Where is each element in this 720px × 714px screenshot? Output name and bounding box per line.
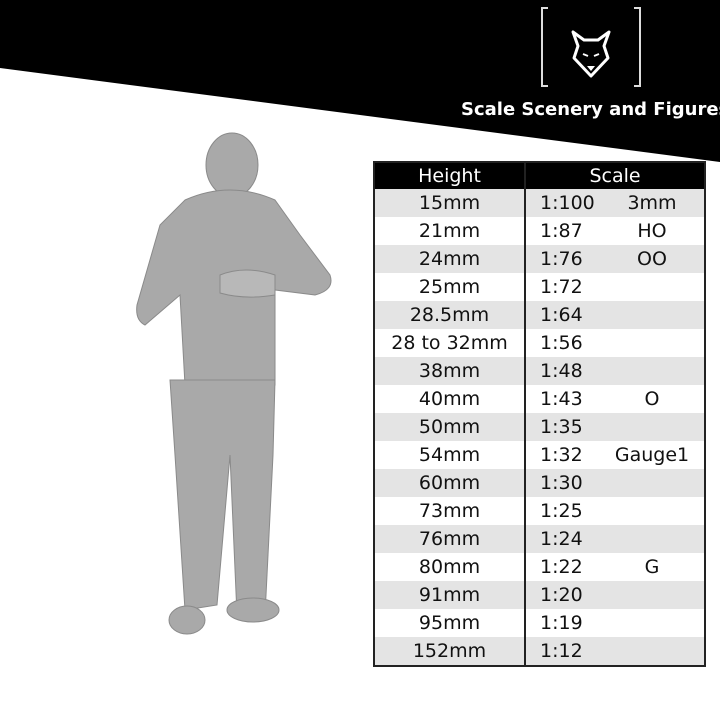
wolf-head-icon [541, 7, 641, 87]
height-cell: 152mm [374, 637, 526, 666]
scale-ratio: 1:19 [540, 612, 583, 634]
gauge-name: G [644, 556, 660, 578]
scale-cell: 1:87 HO [525, 217, 705, 245]
height-cell: 54mm [374, 441, 526, 469]
scale-cell: 1:48 [525, 357, 705, 385]
table-row: 50mm 1:35 [374, 413, 705, 441]
table-row: 40mm 1:43 O [374, 385, 705, 413]
table-row: 38mm 1:48 [374, 357, 705, 385]
scale-cell: 1:24 [525, 525, 705, 553]
gauge-name [612, 640, 692, 662]
scale-cell: 1:72 [525, 273, 705, 301]
scale-cell: 1:12 [525, 637, 705, 666]
gauge-name [612, 500, 692, 522]
scale-ratio: 1:43 [540, 388, 583, 410]
scale-ratio: 1:64 [540, 304, 583, 326]
scale-ratio: 1:35 [540, 416, 583, 438]
scale-cell: 1:19 [525, 609, 705, 637]
figure-model-image [136, 132, 332, 635]
height-cell: 60mm [374, 469, 526, 497]
height-cell: 15mm [374, 189, 526, 217]
scale-cell: 1:20 [525, 581, 705, 609]
gauge-name: Gauge1 [614, 444, 690, 466]
height-cell: 95mm [374, 609, 526, 637]
scale-cell: 1:43 O [525, 385, 705, 413]
gauge-name [612, 416, 692, 438]
scale-cell: 1:56 [525, 329, 705, 357]
scale-ratio: 1:25 [540, 500, 583, 522]
scale-ratio: 1:100 [540, 192, 595, 214]
gauge-name: 3mm [627, 192, 677, 214]
height-cell: 76mm [374, 525, 526, 553]
scale-cell: 1:32 Gauge1 [525, 441, 705, 469]
gauge-name [612, 472, 692, 494]
height-cell: 91mm [374, 581, 526, 609]
gauge-name [612, 584, 692, 606]
table-row: 80mm 1:22 G [374, 553, 705, 581]
table-row: 91mm 1:20 [374, 581, 705, 609]
scale-ratio: 1:12 [540, 640, 583, 662]
gauge-name [612, 304, 692, 326]
scale-cell: 1:100 3mm [525, 189, 705, 217]
height-cell: 21mm [374, 217, 526, 245]
scale-table: Height Scale 15mm 1:100 3mm 21mm 1:87 HO 24m… [373, 161, 706, 667]
gauge-name [612, 360, 692, 382]
scale-cell: 1:76 OO [525, 245, 705, 273]
scale-ratio: 1:72 [540, 276, 583, 298]
height-cell: 50mm [374, 413, 526, 441]
table-row: 60mm 1:30 [374, 469, 705, 497]
table-row: 54mm 1:32 Gauge1 [374, 441, 705, 469]
scale-cell: 1:30 [525, 469, 705, 497]
height-cell: 24mm [374, 245, 526, 273]
gauge-name [612, 332, 692, 354]
scale-ratio: 1:20 [540, 584, 583, 606]
height-cell: 73mm [374, 497, 526, 525]
gauge-name: HO [637, 220, 667, 242]
scale-cell: 1:35 [525, 413, 705, 441]
table-row: 24mm 1:76 OO [374, 245, 705, 273]
scale-ratio: 1:87 [540, 220, 583, 242]
scale-ratio: 1:48 [540, 360, 583, 382]
gauge-name: OO [637, 248, 667, 270]
table-row: 152mm 1:12 [374, 637, 705, 666]
table-row: 15mm 1:100 3mm [374, 189, 705, 217]
scale-ratio: 1:76 [540, 248, 583, 270]
table-row: 28.5mm 1:64 [374, 301, 705, 329]
table-row: 76mm 1:24 [374, 525, 705, 553]
header-scale: Scale [525, 162, 705, 189]
brand-title: Scale Scenery and Figures [461, 99, 720, 120]
table-row: 21mm 1:87 HO [374, 217, 705, 245]
gauge-name [612, 276, 692, 298]
height-cell: 38mm [374, 357, 526, 385]
table-row: 73mm 1:25 [374, 497, 705, 525]
scale-cell: 1:22 G [525, 553, 705, 581]
gauge-name [612, 612, 692, 634]
scale-ratio: 1:30 [540, 472, 583, 494]
scale-ratio: 1:32 [540, 444, 583, 466]
height-cell: 80mm [374, 553, 526, 581]
scale-cell: 1:25 [525, 497, 705, 525]
height-cell: 28.5mm [374, 301, 526, 329]
scale-cell: 1:64 [525, 301, 705, 329]
table-row: 25mm 1:72 [374, 273, 705, 301]
height-cell: 40mm [374, 385, 526, 413]
gauge-name [612, 528, 692, 550]
scale-ratio: 1:56 [540, 332, 583, 354]
table-row: 95mm 1:19 [374, 609, 705, 637]
table-row: 28 to 32mm 1:56 [374, 329, 705, 357]
scale-ratio: 1:24 [540, 528, 583, 550]
header-height: Height [374, 162, 526, 189]
scale-ratio: 1:22 [540, 556, 583, 578]
gauge-name: O [644, 388, 660, 410]
height-cell: 25mm [374, 273, 526, 301]
height-cell: 28 to 32mm [374, 329, 526, 357]
